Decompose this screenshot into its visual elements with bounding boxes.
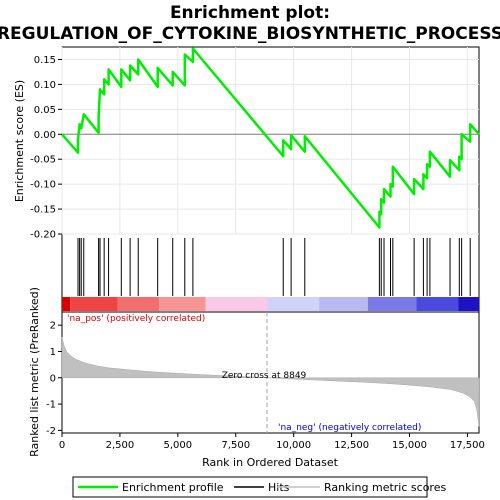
es-tick-label: -0.05 bbox=[30, 155, 56, 166]
color-bar-segment bbox=[319, 297, 368, 311]
es-tick-label: 0.00 bbox=[34, 130, 56, 141]
es-axis: 0.15 0.10 0.05 0.00 -0.05 -0.10 -0.15 -0.20 bbox=[30, 55, 62, 241]
x-tick-label: 2,500 bbox=[106, 440, 135, 451]
metric-tick-label: 1 bbox=[50, 347, 56, 358]
x-tick-label: 7,500 bbox=[221, 440, 250, 451]
x-axis-label: Rank in Ordered Dataset bbox=[202, 456, 339, 469]
x-tick-label: 17,500 bbox=[450, 440, 485, 451]
es-tick-label: 0.05 bbox=[34, 105, 56, 116]
es-tick-label: 0.15 bbox=[34, 55, 56, 66]
chart-title-line1: Enrichment plot: bbox=[170, 3, 330, 23]
color-bar-segment bbox=[368, 297, 417, 311]
metric-tick-label: -1 bbox=[46, 400, 56, 411]
color-bar-segment bbox=[118, 297, 160, 311]
metric-tick-label: 0 bbox=[50, 373, 56, 384]
metric-tick-label: -2 bbox=[46, 426, 56, 437]
x-tick-label: 0 bbox=[59, 440, 65, 451]
legend-label-profile: Enrichment profile bbox=[122, 481, 224, 494]
rank-color-bar bbox=[62, 297, 479, 311]
zero-cross-label: Zero cross at 8849 bbox=[222, 371, 307, 381]
es-tick-label: -0.15 bbox=[30, 205, 56, 216]
metric-ylabel: Ranked list metric (PreRanked) bbox=[28, 287, 41, 457]
color-bar-segment bbox=[458, 297, 479, 311]
color-bar-segment bbox=[70, 297, 117, 311]
es-tick-label: 0.10 bbox=[34, 80, 56, 91]
x-tick-label: 15,000 bbox=[392, 440, 427, 451]
x-tick-label: 5,000 bbox=[164, 440, 193, 451]
x-tick-label: 12,500 bbox=[334, 440, 369, 451]
color-bar-segment bbox=[62, 297, 70, 311]
legend: Enrichment profile Hits Ranking metric s… bbox=[73, 477, 446, 497]
pos-label: 'na_pos' (positively correlated) bbox=[67, 314, 205, 324]
es-ylabel: Enrichment score (ES) bbox=[13, 80, 26, 202]
legend-label-metric: Ranking metric scores bbox=[324, 481, 446, 494]
es-tick-label: -0.20 bbox=[30, 230, 56, 241]
es-tick-label: -0.10 bbox=[30, 180, 56, 191]
metric-tick-label: 2 bbox=[50, 321, 56, 332]
x-tick-label: 10,000 bbox=[276, 440, 311, 451]
x-axis: 0 2,500 5,000 7,500 10,000 12,500 15,000 17,500 bbox=[59, 433, 485, 451]
color-bar-segment bbox=[416, 297, 458, 311]
metric-axis: 2 1 0 -1 -2 bbox=[46, 321, 62, 437]
color-bar-segment bbox=[206, 297, 267, 311]
color-bar-segment bbox=[159, 297, 205, 311]
color-bar-segment bbox=[267, 297, 319, 311]
chart-title-line2: REGULATION_OF_CYTOKINE_BIOSYNTHETIC_PROC… bbox=[0, 24, 500, 44]
neg-label: 'na_neg' (negatively correlated) bbox=[278, 423, 421, 433]
